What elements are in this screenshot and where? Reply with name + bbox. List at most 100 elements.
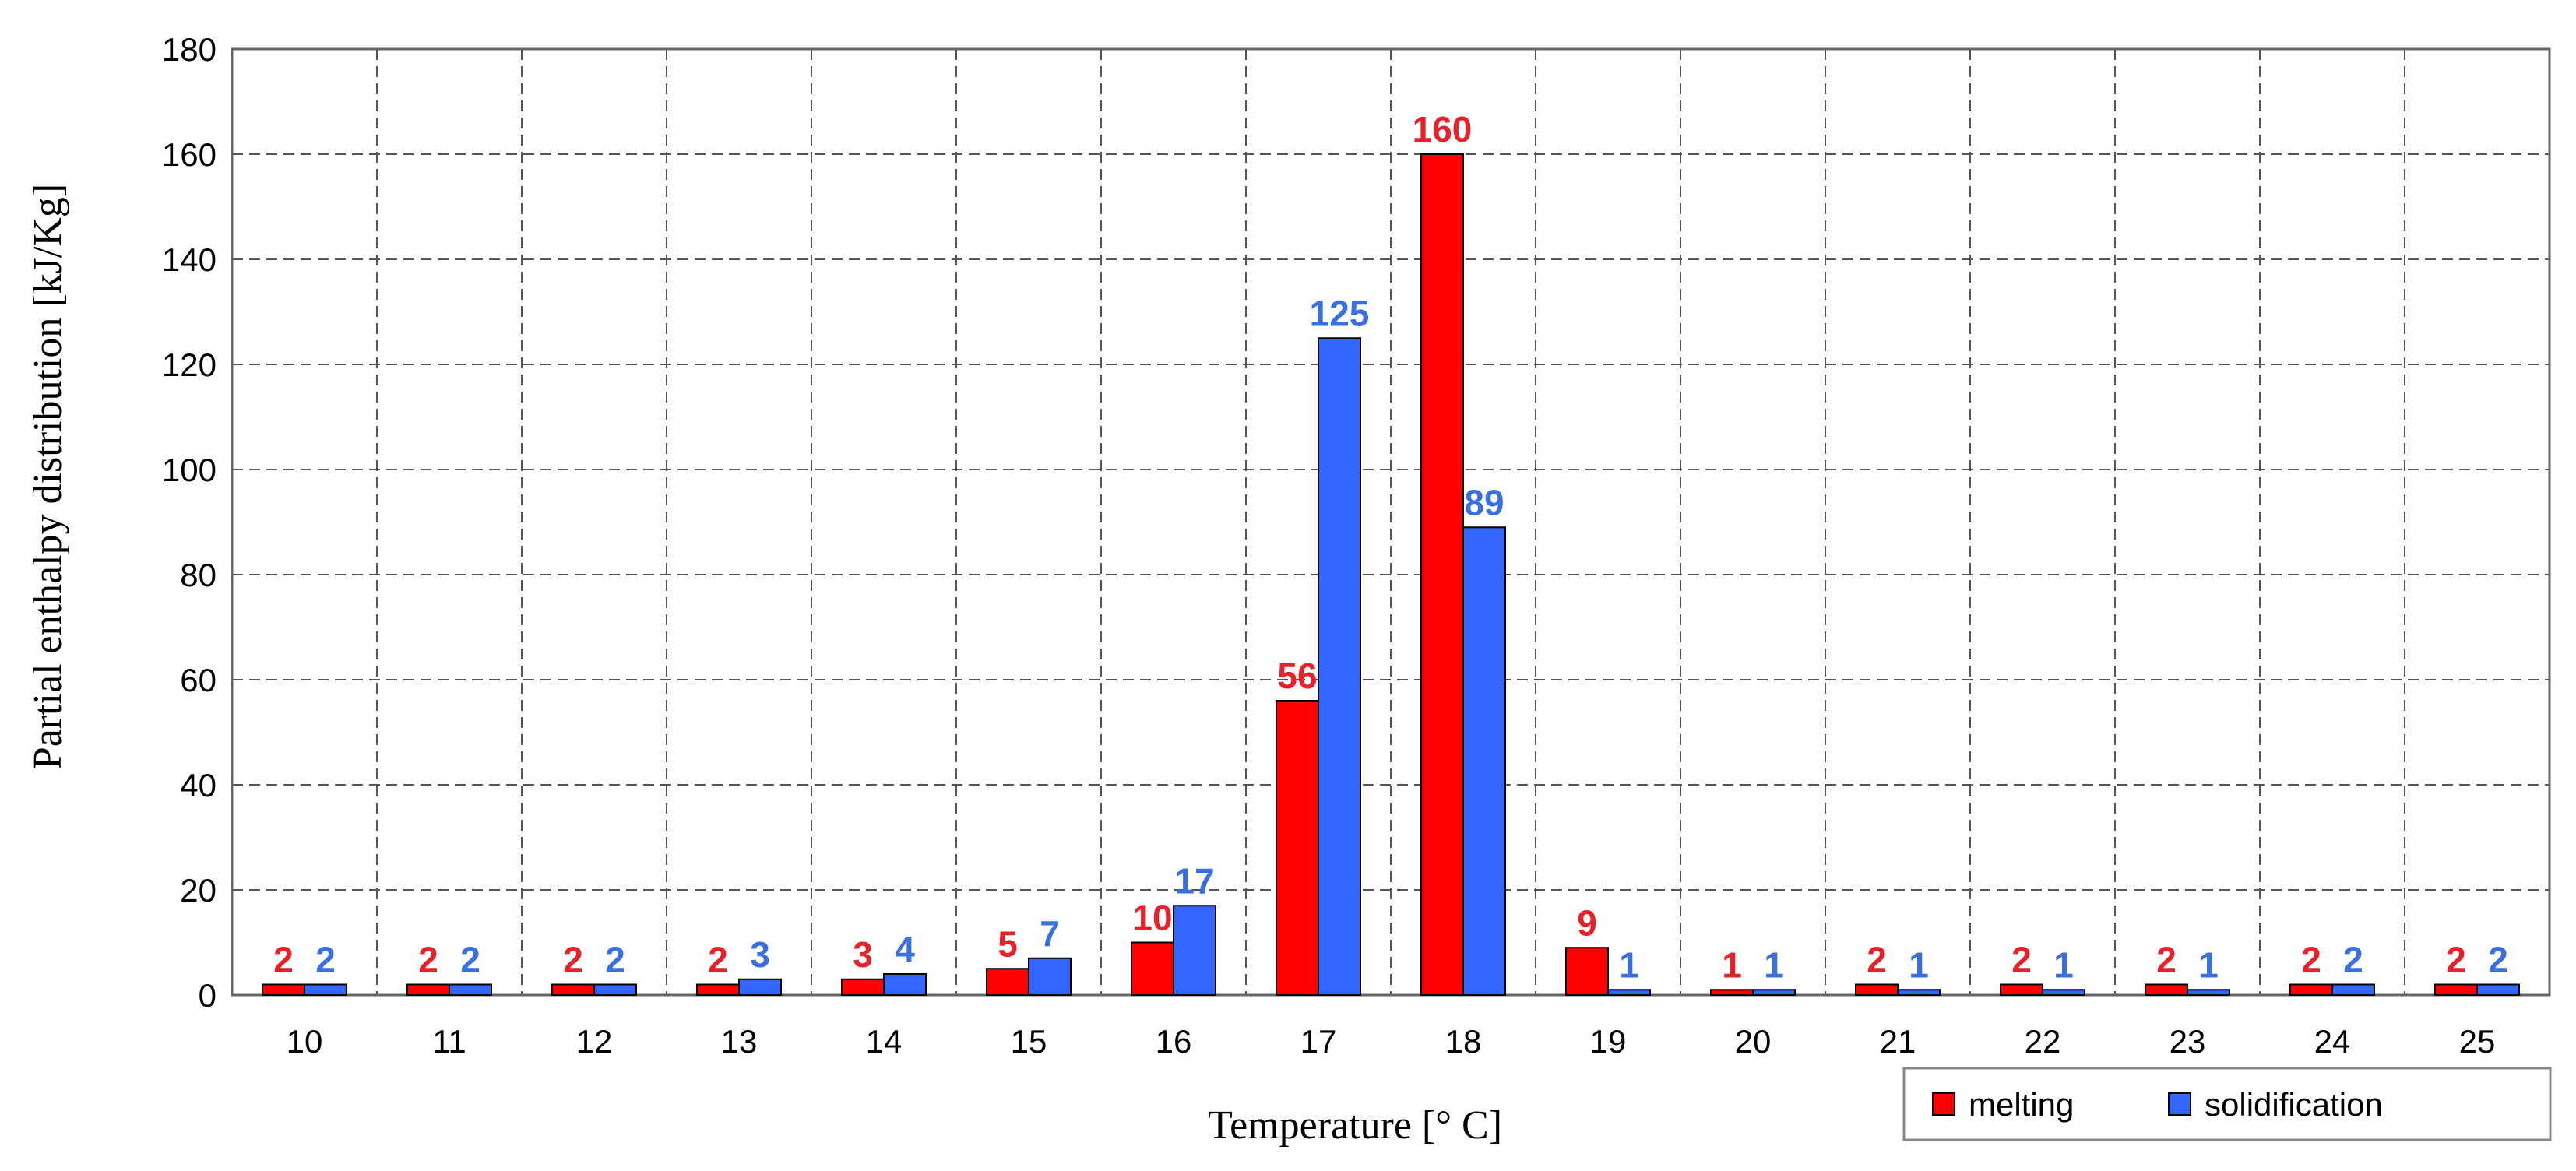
bar-solidification <box>1462 526 1506 996</box>
x-tick-label: 25 <box>2459 1023 2496 1060</box>
bar-solidification <box>1607 989 1651 996</box>
bar-melting <box>1855 983 1899 996</box>
y-tick-label: 180 <box>162 31 216 68</box>
x-tick-label: 14 <box>866 1023 903 1060</box>
data-label-melting: 2 <box>2446 940 2466 980</box>
bar-melting <box>986 968 1029 996</box>
data-label-melting: 10 <box>1132 898 1172 938</box>
x-tick-label: 11 <box>432 1023 466 1060</box>
data-label-solidification: 4 <box>895 929 915 969</box>
bar-melting <box>2434 983 2478 996</box>
y-tick-label: 100 <box>162 452 216 488</box>
x-axis-label: Temperature [° C] <box>1208 1103 1502 1148</box>
x-tick-label: 24 <box>2314 1023 2351 1060</box>
x-tick-label: 21 <box>1880 1023 1916 1060</box>
bar-melting <box>551 983 595 996</box>
y-tick-label: 120 <box>162 346 216 383</box>
bar-solidification <box>1028 957 1072 996</box>
data-label-solidification: 2 <box>315 940 336 980</box>
bar-solidification <box>738 978 782 996</box>
legend-label-solidification: solidification <box>2205 1086 2383 1123</box>
bar-solidification <box>1752 989 1796 996</box>
x-tick-label: 16 <box>1156 1023 1192 1060</box>
x-tick-label: 17 <box>1300 1023 1337 1060</box>
bar-solidification <box>883 973 927 996</box>
data-label-solidification: 1 <box>1764 944 1784 985</box>
x-tick-label: 22 <box>2025 1023 2061 1060</box>
bar-melting <box>262 983 305 996</box>
y-tick-label: 20 <box>180 872 216 909</box>
y-tick-label: 140 <box>162 241 216 278</box>
grid <box>231 47 2551 997</box>
bar-melting <box>1565 947 1609 996</box>
data-label-solidification: 1 <box>2198 944 2219 985</box>
data-label-melting: 56 <box>1277 656 1317 696</box>
bar-melting <box>1131 941 1174 996</box>
data-label-solidification: 89 <box>1464 482 1504 522</box>
data-label-solidification: 2 <box>2343 940 2363 980</box>
data-label-solidification: 2 <box>460 940 480 980</box>
data-label-solidification: 125 <box>1310 293 1370 333</box>
legend-swatch-melting <box>1932 1092 1955 1116</box>
bar-solidification <box>2042 989 2085 996</box>
bar-melting <box>406 983 450 996</box>
bar-melting <box>841 978 885 996</box>
x-tick-label: 20 <box>1735 1023 1772 1060</box>
legend-label-melting: melting <box>1969 1086 2074 1123</box>
y-tick-label: 0 <box>199 977 216 1014</box>
x-tick-label: 10 <box>287 1023 323 1060</box>
y-tick-label: 40 <box>180 767 216 804</box>
bar-solidification <box>593 983 637 996</box>
data-label-melting: 2 <box>273 940 294 980</box>
data-label-melting: 160 <box>1413 109 1473 149</box>
data-label-melting: 9 <box>1577 902 1597 943</box>
bar-melting <box>696 983 740 996</box>
data-label-solidification: 1 <box>2053 944 2074 985</box>
legend-box <box>1902 1067 2552 1141</box>
bars <box>262 153 2520 996</box>
bar-solidification <box>1318 337 1361 996</box>
data-label-melting: 2 <box>708 940 728 980</box>
y-tick-label: 160 <box>162 136 216 173</box>
bar-solidification <box>304 983 347 996</box>
y-axis-ticks: 0 20 40 60 80 100 120 140 160 180 <box>162 31 216 1014</box>
bar-solidification <box>1173 905 1216 996</box>
data-label-solidification: 2 <box>2488 940 2508 980</box>
data-label-solidification: 3 <box>750 934 770 975</box>
legend: melting solidification <box>1902 1067 2552 1141</box>
bar-melting <box>2145 983 2188 996</box>
bar-solidification <box>2476 983 2520 996</box>
y-tick-label: 60 <box>180 662 216 698</box>
x-tick-label: 12 <box>576 1023 613 1060</box>
x-tick-label: 15 <box>1011 1023 1047 1060</box>
bar-solidification <box>2187 989 2230 996</box>
data-label-solidification: 7 <box>1040 913 1060 954</box>
data-label-melting: 3 <box>853 934 873 975</box>
legend-swatch-solidification <box>2168 1092 2191 1116</box>
data-label-solidification: 1 <box>1619 944 1639 985</box>
data-label-melting: 2 <box>563 940 583 980</box>
bar-solidification <box>2331 983 2375 996</box>
x-tick-label: 13 <box>721 1023 758 1060</box>
y-axis-label: Partial enthalpy distribution [kJ/Kg] <box>26 184 70 769</box>
data-label-melting: 2 <box>1867 940 1887 980</box>
data-label-melting: 2 <box>2301 940 2321 980</box>
data-label-melting: 2 <box>2011 940 2032 980</box>
data-label-solidification: 17 <box>1174 860 1214 901</box>
bar-solidification <box>449 983 492 996</box>
y-tick-label: 80 <box>180 557 216 593</box>
data-label-melting: 5 <box>998 923 1018 964</box>
bar-melting <box>2289 983 2333 996</box>
x-axis-ticks: 10 11 12 13 14 15 16 17 18 19 20 21 22 23 24 25 <box>287 1023 2496 1060</box>
x-tick-label: 19 <box>1590 1023 1627 1060</box>
x-tick-label: 23 <box>2170 1023 2206 1060</box>
x-tick-label: 18 <box>1445 1023 1482 1060</box>
data-label-melting: 2 <box>2156 940 2177 980</box>
data-label-solidification: 1 <box>1909 944 1929 985</box>
data-label-melting: 2 <box>418 940 438 980</box>
bar-melting <box>1710 989 1754 996</box>
data-label-melting: 1 <box>1722 944 1742 985</box>
plot-border <box>231 47 2551 997</box>
